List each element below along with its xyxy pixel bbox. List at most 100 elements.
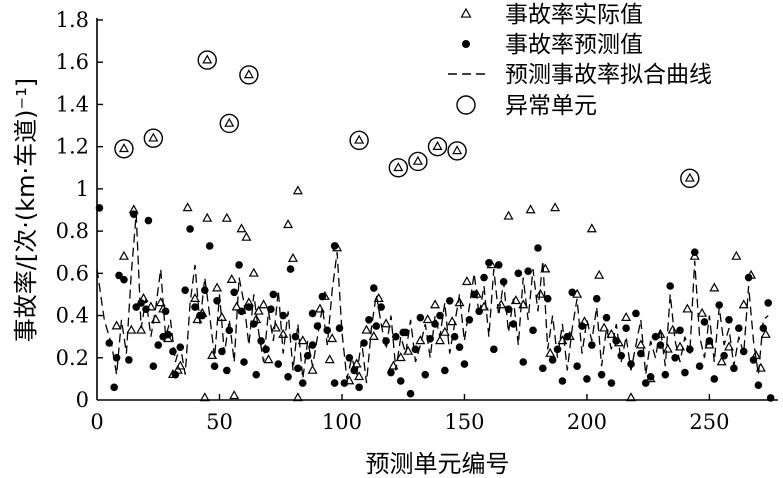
predicted-point xyxy=(345,353,354,362)
predicted-point xyxy=(218,347,226,356)
legend-label: 异常单元 xyxy=(505,93,597,119)
predicted-point xyxy=(396,377,405,385)
predicted-point xyxy=(308,309,317,318)
abnormal-triangle xyxy=(354,134,365,144)
abnormal-triangle xyxy=(412,155,423,165)
predicted-point xyxy=(695,362,704,371)
predicted-point xyxy=(161,307,170,316)
actual-point xyxy=(216,311,227,322)
x-tick-label: 100 xyxy=(322,410,362,434)
actual-point xyxy=(540,263,551,273)
actual-point xyxy=(621,311,632,322)
predicted-point xyxy=(431,320,439,328)
actual-point xyxy=(434,335,445,345)
x-tick-label: 0 xyxy=(90,410,103,434)
predicted-point xyxy=(700,318,709,326)
y-tick-label: 0.6 xyxy=(56,261,89,285)
predicted-point xyxy=(176,343,185,352)
axes: 0 0.2 0.4 0.6 0.8 1 1.2 1.4 1.6 1.8 0 50 100 150 200 25… xyxy=(12,8,778,478)
actual-point xyxy=(354,371,365,381)
predicted-point xyxy=(137,299,145,307)
predicted-point xyxy=(627,360,635,368)
abnormal-triangle xyxy=(224,117,235,127)
actual-point xyxy=(599,322,610,332)
actual-point xyxy=(550,202,561,212)
predicted-point xyxy=(558,377,567,385)
predicted-point xyxy=(267,305,275,314)
predicted-point xyxy=(612,337,621,345)
abnormal-circle xyxy=(197,50,217,70)
plot-area xyxy=(95,50,775,402)
predicted-point xyxy=(284,372,292,381)
predicted-point xyxy=(460,360,469,368)
predicted-point xyxy=(744,273,753,282)
actual-point xyxy=(307,364,318,374)
actual-point xyxy=(760,328,771,338)
y-tick-label: 1.6 xyxy=(56,50,89,74)
legend-label: 事故率实际值 xyxy=(505,2,643,28)
abnormal-point xyxy=(197,50,217,70)
predicted-point xyxy=(519,358,528,366)
predicted-point xyxy=(249,320,258,328)
predicted-point xyxy=(294,364,302,373)
predicted-point xyxy=(426,334,434,343)
predicted-point xyxy=(637,349,645,358)
abnormal-triangle xyxy=(684,172,695,182)
actual-point xyxy=(111,320,122,330)
y-tick-label: 0.2 xyxy=(56,346,89,370)
predicted-point xyxy=(120,275,128,284)
legend-abnormal-marker xyxy=(456,95,476,115)
predicted-point xyxy=(690,248,699,257)
predicted-point xyxy=(154,341,163,349)
actual-point xyxy=(738,299,749,309)
predicted-point xyxy=(360,339,368,347)
predicted-point xyxy=(764,299,773,307)
predicted-point xyxy=(286,265,295,273)
abnormal-triangle xyxy=(393,162,404,172)
actual-point xyxy=(292,185,303,195)
predicted-point xyxy=(563,332,572,341)
actual-point xyxy=(212,282,223,292)
predicted-point xyxy=(198,311,207,320)
actual-point xyxy=(145,301,156,311)
actual-point xyxy=(314,303,325,313)
predicted-point xyxy=(416,313,425,322)
abnormal-circle xyxy=(239,65,259,85)
predicted-point xyxy=(181,286,189,295)
predicted-point xyxy=(213,296,221,305)
predicted-point xyxy=(450,332,459,341)
y-tick-label: 1.2 xyxy=(56,135,89,159)
actual-point xyxy=(667,324,678,334)
actual-point xyxy=(518,299,529,309)
actual-point xyxy=(118,250,129,260)
actual-point xyxy=(258,299,269,309)
x-tick-label: 250 xyxy=(689,410,729,434)
predicted-point xyxy=(200,286,209,295)
actual-point xyxy=(525,204,536,214)
predicted-point xyxy=(597,370,606,379)
abnormal-circle xyxy=(408,151,428,172)
actual-point xyxy=(731,250,742,260)
actual-point xyxy=(351,358,362,368)
predicted-point xyxy=(705,337,714,345)
predicted-point xyxy=(335,324,344,333)
actual-point xyxy=(231,301,242,311)
abnormal-point xyxy=(447,141,467,161)
predicted-point xyxy=(725,315,733,324)
actual-point xyxy=(126,324,137,334)
predicted-point xyxy=(125,356,133,364)
actual-point xyxy=(283,219,294,229)
predicted-point xyxy=(607,379,616,387)
abnormal-point xyxy=(239,65,259,85)
abnormal-circle xyxy=(114,139,134,159)
actual-point xyxy=(606,328,617,338)
predicted-point xyxy=(129,210,138,219)
actual-point xyxy=(447,316,458,326)
y-tick-label: 1.8 xyxy=(56,8,89,32)
actual-point xyxy=(327,333,338,343)
actual-point xyxy=(229,390,240,400)
abnormal-circle xyxy=(349,130,369,151)
predicted-point xyxy=(377,303,385,311)
predicted-point xyxy=(370,284,378,292)
